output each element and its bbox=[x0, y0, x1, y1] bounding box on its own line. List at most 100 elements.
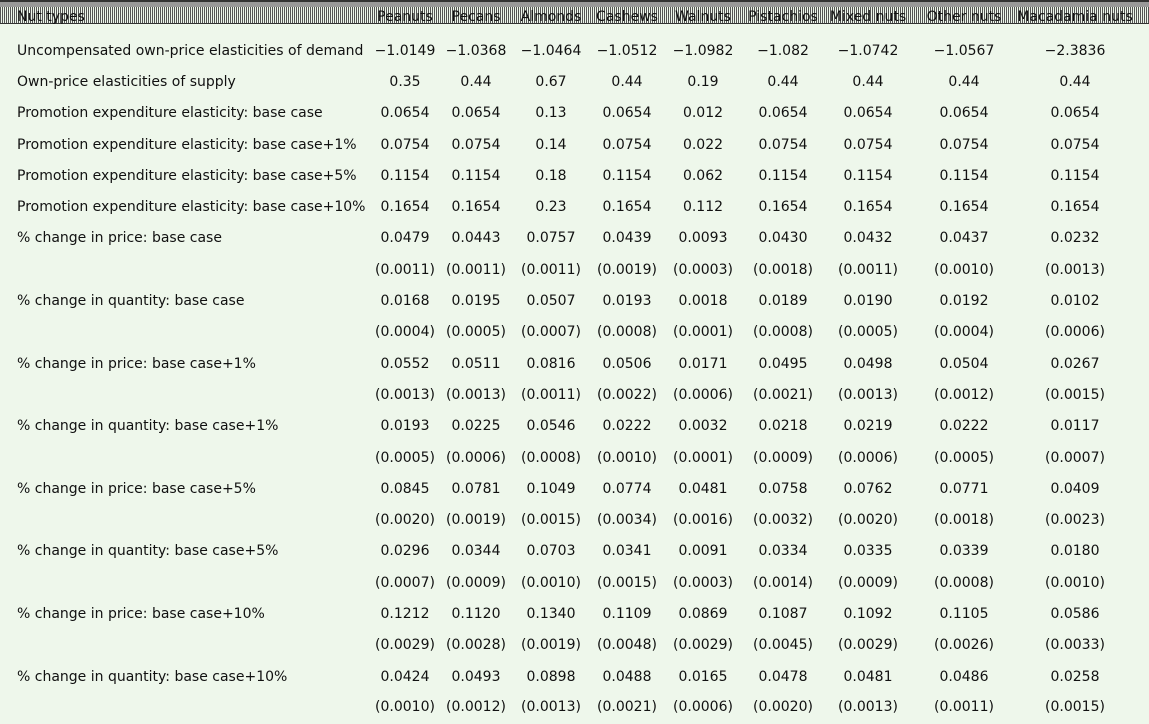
std-error: (0.0001) bbox=[673, 449, 733, 466]
value: 0.44 bbox=[852, 73, 884, 90]
value: 0.35 bbox=[389, 73, 421, 90]
value: 0.44 bbox=[767, 73, 799, 90]
value: 0.13 bbox=[535, 105, 567, 122]
value: −1.0368 bbox=[445, 42, 507, 59]
value: 0.44 bbox=[948, 73, 980, 90]
value: 0.1154 bbox=[451, 167, 501, 184]
std-error: (0.0005) bbox=[375, 449, 435, 466]
std-error: (0.0012) bbox=[934, 386, 994, 403]
value: 0.1654 bbox=[843, 199, 893, 216]
value: 0.0190 bbox=[843, 293, 893, 310]
std-error: (0.0013) bbox=[838, 699, 898, 716]
value: 0.0479 bbox=[380, 230, 430, 247]
value: 0.0845 bbox=[380, 480, 430, 497]
value: 0.1087 bbox=[758, 606, 808, 623]
value: 0.19 bbox=[687, 73, 719, 90]
std-error: (0.0011) bbox=[934, 699, 994, 716]
value: 0.0218 bbox=[758, 418, 808, 435]
value: 0.18 bbox=[535, 167, 567, 184]
rule bbox=[0, 6, 1149, 7]
value: 0.1654 bbox=[939, 199, 989, 216]
std-error: (0.0021) bbox=[753, 386, 813, 403]
value: 0.0754 bbox=[1050, 136, 1100, 153]
row-label: Promotion expenditure elasticity: base c… bbox=[17, 136, 357, 153]
value: −1.0149 bbox=[374, 42, 436, 59]
column-header: Walnuts bbox=[675, 9, 731, 25]
value: 0.0439 bbox=[602, 230, 652, 247]
rule bbox=[0, 11, 1149, 12]
value: 0.0258 bbox=[1050, 668, 1100, 685]
rule bbox=[0, 12, 1149, 13]
rule bbox=[0, 5, 1149, 6]
std-error: (0.0006) bbox=[1045, 324, 1105, 341]
value: 0.0754 bbox=[939, 136, 989, 153]
std-error: (0.0032) bbox=[753, 512, 813, 529]
value: 0.23 bbox=[535, 199, 567, 216]
std-error: (0.0006) bbox=[446, 449, 506, 466]
std-error: (0.0009) bbox=[446, 574, 506, 591]
value: 0.1654 bbox=[451, 199, 501, 216]
value: 0.0762 bbox=[843, 480, 893, 497]
value: 0.0654 bbox=[451, 105, 501, 122]
std-error: (0.0010) bbox=[934, 261, 994, 278]
value: 0.0193 bbox=[380, 418, 430, 435]
value: 0.0493 bbox=[451, 668, 501, 685]
column-header: Peanuts bbox=[377, 9, 433, 25]
std-error: (0.0004) bbox=[934, 324, 994, 341]
std-error: (0.0008) bbox=[597, 324, 657, 341]
value: −1.082 bbox=[757, 42, 809, 59]
rule bbox=[0, 10, 1149, 11]
value: −1.0567 bbox=[933, 42, 995, 59]
value: 0.0443 bbox=[451, 230, 501, 247]
std-error: (0.0003) bbox=[673, 574, 733, 591]
rule bbox=[0, 15, 1149, 16]
value: 0.0703 bbox=[526, 543, 576, 560]
std-error: (0.0013) bbox=[838, 386, 898, 403]
value: 0.0296 bbox=[380, 543, 430, 560]
value: 0.0754 bbox=[380, 136, 430, 153]
rule bbox=[0, 2, 1149, 3]
row-label: % change in price: base case+1% bbox=[17, 355, 256, 372]
value: 0.1154 bbox=[602, 167, 652, 184]
value: 0.0334 bbox=[758, 543, 808, 560]
value: 0.0754 bbox=[758, 136, 808, 153]
value: 0.1654 bbox=[602, 199, 652, 216]
std-error: (0.0011) bbox=[521, 261, 581, 278]
value: 0.0654 bbox=[602, 105, 652, 122]
value: 0.0481 bbox=[678, 480, 728, 497]
value: 0.0339 bbox=[939, 543, 989, 560]
rule bbox=[0, 22, 1149, 23]
std-error: (0.0019) bbox=[521, 637, 581, 654]
std-error: (0.0015) bbox=[1045, 386, 1105, 403]
value: 0.0225 bbox=[451, 418, 501, 435]
rule bbox=[0, 21, 1149, 22]
std-error: (0.0034) bbox=[597, 512, 657, 529]
std-error: (0.0018) bbox=[753, 261, 813, 278]
value: 0.0267 bbox=[1050, 355, 1100, 372]
rule bbox=[0, 8, 1149, 9]
value: 0.1154 bbox=[758, 167, 808, 184]
std-error: (0.0009) bbox=[753, 449, 813, 466]
std-error: (0.0010) bbox=[375, 699, 435, 716]
std-error: (0.0015) bbox=[597, 574, 657, 591]
rule bbox=[0, 1, 1149, 2]
value: 0.0495 bbox=[758, 355, 808, 372]
value: 0.0771 bbox=[939, 480, 989, 497]
value: 0.0180 bbox=[1050, 543, 1100, 560]
value: 0.0018 bbox=[678, 293, 728, 310]
value: 0.1654 bbox=[1050, 199, 1100, 216]
value: 0.1105 bbox=[939, 606, 989, 623]
std-error: (0.0008) bbox=[521, 449, 581, 466]
value: −1.0464 bbox=[520, 42, 582, 59]
rule bbox=[0, 7, 1149, 8]
value: −1.0982 bbox=[672, 42, 734, 59]
column-header: Pecans bbox=[451, 9, 501, 25]
value: 0.0488 bbox=[602, 668, 652, 685]
std-error: (0.0016) bbox=[673, 512, 733, 529]
column-header: Almonds bbox=[520, 9, 582, 25]
value: 0.0654 bbox=[939, 105, 989, 122]
value: 0.1154 bbox=[939, 167, 989, 184]
value: 0.0192 bbox=[939, 293, 989, 310]
std-error: (0.0010) bbox=[597, 449, 657, 466]
